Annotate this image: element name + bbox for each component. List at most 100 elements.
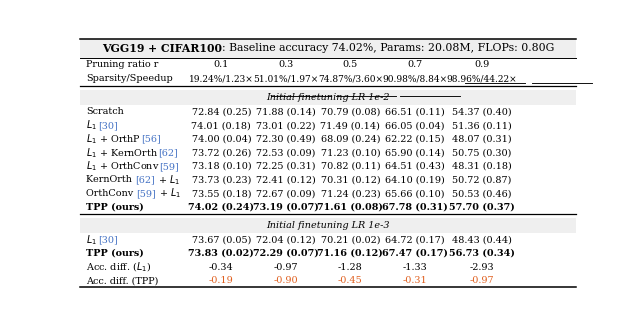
Text: VGG19 + CIFAR100: VGG19 + CIFAR100 <box>102 43 222 54</box>
Text: 72.25 (0.31): 72.25 (0.31) <box>256 162 316 171</box>
Text: 74.00 (0.04): 74.00 (0.04) <box>191 135 251 144</box>
Text: 64.72 (0.17): 64.72 (0.17) <box>385 235 445 245</box>
Text: 74.02 (0.24): 74.02 (0.24) <box>188 203 254 212</box>
Text: $L_1$: $L_1$ <box>86 119 98 132</box>
Text: 74.01 (0.18): 74.01 (0.18) <box>191 121 252 130</box>
Text: [30]: [30] <box>98 235 118 245</box>
Text: -0.90: -0.90 <box>273 276 298 285</box>
Text: Pruning ratio r: Pruning ratio r <box>86 60 158 69</box>
Text: 73.01 (0.22): 73.01 (0.22) <box>256 121 316 130</box>
Text: 72.84 (0.25): 72.84 (0.25) <box>191 108 251 116</box>
Bar <box>80 39 576 58</box>
Text: 62.22 (0.15): 62.22 (0.15) <box>385 135 445 144</box>
Text: $L_1$ + OrthConv: $L_1$ + OrthConv <box>86 160 159 173</box>
Text: 71.23 (0.10): 71.23 (0.10) <box>321 148 380 157</box>
Text: [62]: [62] <box>158 148 178 157</box>
Text: 70.21 (0.02): 70.21 (0.02) <box>321 235 380 245</box>
Text: $L_1$ + OrthP: $L_1$ + OrthP <box>86 132 141 146</box>
Text: -0.31: -0.31 <box>403 276 427 285</box>
Text: 0.3: 0.3 <box>278 60 294 69</box>
Text: 48.43 (0.44): 48.43 (0.44) <box>452 235 512 245</box>
Text: 67.78 (0.31): 67.78 (0.31) <box>382 203 447 212</box>
Text: [56]: [56] <box>141 135 161 144</box>
Bar <box>80 218 576 233</box>
Text: 0.9: 0.9 <box>474 60 490 69</box>
Text: KernOrth: KernOrth <box>86 175 135 184</box>
Text: Acc. diff. ($L_1$): Acc. diff. ($L_1$) <box>86 260 151 274</box>
Text: 72.29 (0.07): 72.29 (0.07) <box>253 249 319 258</box>
Text: $L_1$ + KernOrth: $L_1$ + KernOrth <box>86 146 158 160</box>
Text: -0.45: -0.45 <box>338 276 363 285</box>
Text: + $L_1$: + $L_1$ <box>155 173 180 187</box>
Text: 68.09 (0.24): 68.09 (0.24) <box>321 135 380 144</box>
Text: 70.82 (0.11): 70.82 (0.11) <box>321 162 380 171</box>
Text: 65.90 (0.14): 65.90 (0.14) <box>385 148 445 157</box>
Text: 73.72 (0.26): 73.72 (0.26) <box>191 148 251 157</box>
Text: 70.79 (0.08): 70.79 (0.08) <box>321 108 380 116</box>
Text: -0.19: -0.19 <box>209 276 234 285</box>
Text: 64.51 (0.43): 64.51 (0.43) <box>385 162 445 171</box>
Text: 67.47 (0.17): 67.47 (0.17) <box>382 249 448 258</box>
Text: 73.55 (0.18): 73.55 (0.18) <box>191 189 251 198</box>
Text: 73.18 (0.10): 73.18 (0.10) <box>191 162 251 171</box>
Text: 71.61 (0.08): 71.61 (0.08) <box>317 203 383 212</box>
Text: 51.01%/1.97×: 51.01%/1.97× <box>253 75 319 83</box>
Text: 50.72 (0.87): 50.72 (0.87) <box>452 175 511 184</box>
Text: 71.24 (0.23): 71.24 (0.23) <box>321 189 380 198</box>
Text: Initial finetuning LR 1e-2: Initial finetuning LR 1e-2 <box>266 93 390 102</box>
Text: 0.5: 0.5 <box>342 60 358 69</box>
Text: 90.98%/8.84×: 90.98%/8.84× <box>382 75 447 83</box>
Text: Initial finetuning LR 1e-3: Initial finetuning LR 1e-3 <box>266 221 390 230</box>
Text: 57.70 (0.37): 57.70 (0.37) <box>449 203 515 212</box>
Text: [59]: [59] <box>136 189 156 198</box>
Text: 70.31 (0.12): 70.31 (0.12) <box>321 175 380 184</box>
Text: 71.49 (0.14): 71.49 (0.14) <box>321 121 380 130</box>
Text: 73.73 (0.23): 73.73 (0.23) <box>191 175 251 184</box>
Text: -0.97: -0.97 <box>470 276 494 285</box>
Text: [62]: [62] <box>135 175 155 184</box>
Text: 71.88 (0.14): 71.88 (0.14) <box>256 108 316 116</box>
Text: 73.67 (0.05): 73.67 (0.05) <box>191 235 251 245</box>
Text: 56.73 (0.34): 56.73 (0.34) <box>449 249 515 258</box>
Text: 74.87%/3.60×: 74.87%/3.60× <box>318 75 383 83</box>
Text: 50.75 (0.30): 50.75 (0.30) <box>452 148 511 157</box>
Text: $L_1$: $L_1$ <box>86 233 98 247</box>
Text: 51.36 (0.11): 51.36 (0.11) <box>452 121 511 130</box>
Text: 72.04 (0.12): 72.04 (0.12) <box>256 235 316 245</box>
Text: 65.66 (0.10): 65.66 (0.10) <box>385 189 445 198</box>
Text: 72.67 (0.09): 72.67 (0.09) <box>256 189 316 198</box>
Text: -0.34: -0.34 <box>209 263 234 272</box>
Text: 66.05 (0.04): 66.05 (0.04) <box>385 121 445 130</box>
Text: [30]: [30] <box>98 121 118 130</box>
Text: 0.1: 0.1 <box>214 60 229 69</box>
Text: 72.30 (0.49): 72.30 (0.49) <box>256 135 316 144</box>
Bar <box>80 90 576 105</box>
Text: 72.41 (0.12): 72.41 (0.12) <box>256 175 316 184</box>
Text: -2.93: -2.93 <box>470 263 494 272</box>
Text: 19.24%/1.23×: 19.24%/1.23× <box>189 75 253 83</box>
Text: -1.28: -1.28 <box>338 263 363 272</box>
Text: 98.96%/44.22×: 98.96%/44.22× <box>447 75 517 83</box>
Text: 72.53 (0.09): 72.53 (0.09) <box>256 148 316 157</box>
Text: [59]: [59] <box>159 162 179 171</box>
Text: Scratch: Scratch <box>86 108 124 116</box>
Text: Acc. diff. (TPP): Acc. diff. (TPP) <box>86 276 158 285</box>
Text: OrthConv: OrthConv <box>86 189 136 198</box>
Text: 64.10 (0.19): 64.10 (0.19) <box>385 175 445 184</box>
Text: 66.51 (0.11): 66.51 (0.11) <box>385 108 445 116</box>
Text: 0.7: 0.7 <box>407 60 422 69</box>
Text: 50.53 (0.46): 50.53 (0.46) <box>452 189 511 198</box>
Text: 71.16 (0.12): 71.16 (0.12) <box>317 249 383 258</box>
Text: + $L_1$: + $L_1$ <box>156 187 181 201</box>
Text: 48.07 (0.31): 48.07 (0.31) <box>452 135 511 144</box>
Text: TPP (ours): TPP (ours) <box>86 203 144 212</box>
Text: 54.37 (0.40): 54.37 (0.40) <box>452 108 511 116</box>
Text: 48.31 (0.18): 48.31 (0.18) <box>452 162 511 171</box>
Text: Sparsity/Speedup: Sparsity/Speedup <box>86 75 173 83</box>
Text: : Baseline accuracy 74.02%, Params: 20.08M, FLOPs: 0.80G: : Baseline accuracy 74.02%, Params: 20.0… <box>222 43 554 53</box>
Text: 73.19 (0.07): 73.19 (0.07) <box>253 203 319 212</box>
Text: 73.83 (0.02): 73.83 (0.02) <box>189 249 254 258</box>
Text: -1.33: -1.33 <box>403 263 427 272</box>
Text: TPP (ours): TPP (ours) <box>86 249 144 258</box>
Text: -0.97: -0.97 <box>273 263 298 272</box>
